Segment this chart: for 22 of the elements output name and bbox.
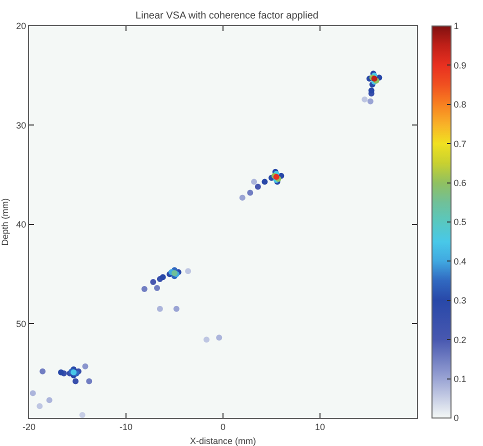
x-tick-label: 10 xyxy=(314,422,326,432)
color-bar-label: 0.8 xyxy=(454,100,466,110)
color-bar-label: 1 xyxy=(454,21,459,32)
color-bar-label: 0.4 xyxy=(454,256,466,266)
chart-title: Linear VSA with coherence factor applied xyxy=(136,10,318,22)
x-axis-title: X-distance (mm) xyxy=(190,436,256,446)
color-bar-label: 0.7 xyxy=(454,138,466,149)
color-bar-label: 0.5 xyxy=(454,217,466,228)
x-tick-label: 0 xyxy=(220,422,226,432)
x-tick-label: -20 xyxy=(22,422,36,432)
y-tick-label: 30 xyxy=(16,120,26,130)
y-axis-title: Depth (mm) xyxy=(0,198,10,246)
color-bar-label: 0.9 xyxy=(454,60,466,70)
y-tick-label: 20 xyxy=(16,21,26,32)
color-bar-label: 0.1 xyxy=(454,374,466,384)
color-bar-label: 0.2 xyxy=(454,334,466,345)
y-tick-label: 50 xyxy=(16,318,26,329)
x-tick-label: -10 xyxy=(119,422,133,432)
color-bar-label: 0.6 xyxy=(454,178,466,188)
color-bar-label: 0.3 xyxy=(454,296,466,306)
y-tick-label: 40 xyxy=(16,220,26,230)
color-bar-label: 0 xyxy=(454,413,459,424)
